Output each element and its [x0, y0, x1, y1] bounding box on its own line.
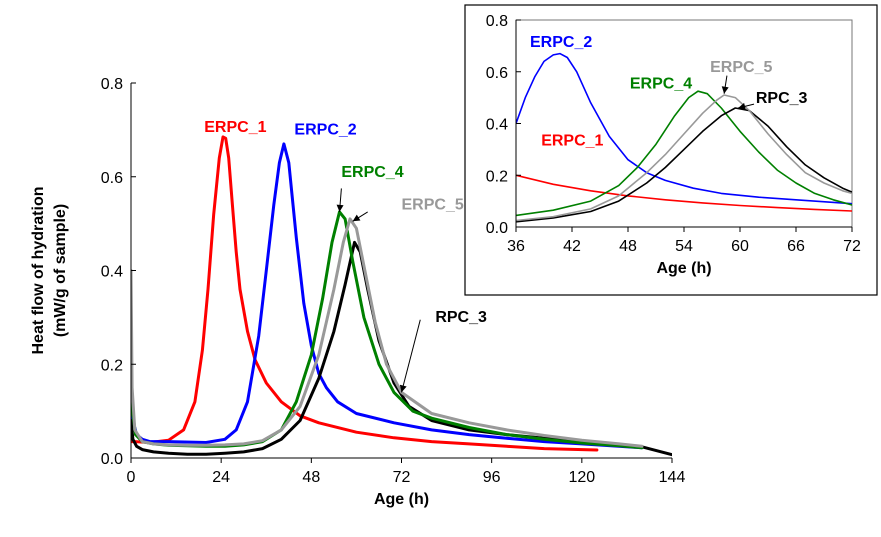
main-x-tick-label: 120: [568, 469, 595, 486]
inset-y-tick-label: 0.0: [486, 220, 508, 237]
main-series-label-erpc-1: ERPC_1: [204, 119, 266, 136]
inset-series-label-erpc-5: ERPC_5: [710, 59, 772, 76]
main-annotation-arrowhead-rpc-3: [399, 384, 407, 393]
inset-y-tick-label: 0.4: [486, 117, 508, 134]
inset-x-tick-label: 72: [843, 238, 861, 255]
inset-series-line-erpc-2: [516, 52, 852, 205]
main-plot: 0.0 0.2 0.4 0.6 0.8 0 24 48 72 96 120 144 Age (h) Hea…: [30, 76, 685, 508]
main-y-tick-label: 0.2: [101, 357, 123, 374]
inset-inset-box: [464, 4, 878, 296]
main-x-tick-label: 144: [659, 469, 686, 486]
main-x-tick-label: 96: [483, 469, 501, 486]
inset-x-tick-label: 42: [563, 238, 581, 255]
main-series-line-erpc-5: [131, 217, 644, 448]
main-series-label-erpc-2: ERPC_2: [294, 122, 356, 139]
inset-y-tick-label: 0.2: [486, 168, 508, 185]
main-series-group: [131, 135, 672, 457]
main-y-tick-label: 0.0: [101, 451, 123, 468]
inset-series-label-erpc-1: ERPC_1: [541, 132, 603, 149]
main-y-tick-label: 0.6: [101, 170, 123, 187]
inset-x-tick-label: 60: [731, 238, 749, 255]
main-y-tick-label: 0.4: [101, 264, 123, 281]
main-y-axis-title-line: (mW/g of sample): [52, 204, 69, 337]
inset-series-line-erpc-4: [516, 90, 852, 217]
inset-series-group: [516, 52, 852, 223]
inset-series-label-erpc-2: ERPC_2: [530, 34, 592, 51]
main-series-label-erpc-4: ERPC_4: [341, 164, 403, 181]
inset-y-tick-label: 0.6: [486, 65, 508, 82]
inset-series-label-erpc-4: ERPC_4: [630, 76, 692, 93]
inset-series-line-erpc-1: [516, 174, 852, 212]
inset-x-tick-label: 54: [675, 238, 693, 255]
main-series-label-erpc-5: ERPC_5: [402, 197, 464, 214]
main-x-tick-label: 24: [212, 469, 230, 486]
inset-y-tick-label: 0.8: [486, 13, 508, 30]
main-y-axis-title-line: Heat flow of hydration: [30, 187, 47, 355]
inset-x-tick-label: 66: [787, 238, 805, 255]
main-series-line-erpc-1: [131, 135, 599, 452]
main-annotation-arrow-rpc-3: [401, 319, 421, 393]
inset-series-line-rpc-3: [516, 107, 852, 223]
inset-series-label-rpc-3: RPC_3: [756, 90, 808, 107]
main-x-axis-title: Age (h): [374, 491, 429, 508]
inset-x-tick-label: 48: [619, 238, 637, 255]
main-series-line-erpc-2: [131, 142, 644, 450]
inset-annotation-arrowhead-rpc-3: [738, 102, 746, 110]
main-x-tick-label: 48: [302, 469, 320, 486]
inset-x-tick-label: 36: [507, 238, 525, 255]
main-x-tick-label: 72: [393, 469, 411, 486]
main-annotation-arrowhead-erpc-5: [352, 214, 361, 222]
main-y-tick-label: 0.8: [101, 76, 123, 93]
main-annotation-arrowhead-erpc-4: [336, 204, 344, 212]
inset-plot: 0.0 0.2 0.4 0.6 0.8 36 42 48 54 60 66 72 Age (h) ERPC…: [464, 4, 878, 296]
inset-x-axis-title: Age (h): [656, 260, 711, 277]
main-series-label-rpc-3: RPC_3: [435, 309, 487, 326]
main-x-tick-label: 0: [127, 469, 136, 486]
inset-series-line-erpc-5: [516, 94, 852, 222]
inset-annotation-arrowhead-erpc-5: [721, 86, 729, 94]
